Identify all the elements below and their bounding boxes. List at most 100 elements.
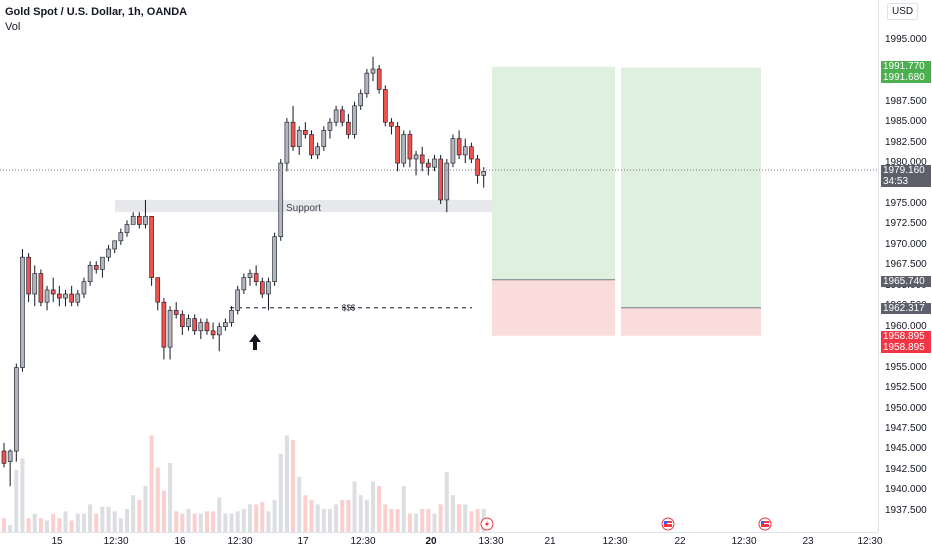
candle-body [75,293,81,303]
price-tick-label: 1967.500 [885,259,927,271]
candle [327,118,333,139]
price-tick-label: 1942.500 [885,463,927,475]
volume-bar [63,511,68,532]
candle [223,318,228,331]
time-axis[interactable]: 15 12:30 16 12:30 17 12:30 20 13:30 21 12:30 22 12:… [0,532,883,550]
symbol-title[interactable]: Gold Spot / U.S. Dollar, 1h, OANDA [5,6,188,18]
price-tick-label: 1960.000 [885,320,927,332]
candle [413,150,419,176]
candle [339,105,345,127]
candle-body [346,121,351,135]
volume-indicator-label[interactable]: Vol [5,21,21,33]
candle [432,154,437,172]
candle-body [426,162,431,168]
candle-body [155,277,161,303]
time-tick-label: 21 [544,536,556,547]
volume-bar [340,499,345,532]
volume-bar [327,509,332,532]
candle [438,154,443,204]
candle-body [419,154,425,164]
candle-body [26,256,31,295]
volume-bar [106,506,111,532]
price-tick-label: 1955.000 [885,361,927,373]
volume-bar [32,513,37,532]
volume-bar [420,509,425,532]
chart-area[interactable]: Support $$$ Gold Spot / U.S. Dollar, 1h, … [0,0,878,532]
volume-bar [112,511,117,532]
candle [290,105,296,151]
candle [186,314,191,331]
volume-bar [297,476,302,532]
volume-bar [81,513,86,532]
candle-body [161,301,167,348]
candle-body [63,293,68,299]
price-tick-label: 1950.000 [885,402,927,414]
candle-body [413,154,419,160]
volume-bar [266,511,271,532]
candle [333,105,339,127]
candle-body [444,162,450,201]
candle-body [69,293,74,303]
candle [315,142,320,160]
candle-body [456,138,462,156]
level-price-badge: 1962.317 [881,302,931,314]
candle [235,285,240,315]
candle-body [309,134,314,156]
price-axis[interactable]: USD 1995.0001990.0001987.5001985.0001982… [878,0,932,532]
chart-canvas[interactable]: Support $$$ [0,0,878,532]
price-tick-label: 1972.500 [885,218,927,230]
candle-body [130,215,136,225]
candle-body [327,121,333,131]
candle-body [358,93,364,107]
volume-bar [371,481,375,532]
volume-bar [2,518,6,532]
support-zone [115,199,492,213]
candle [229,306,234,327]
stop-price-badge-alt: 1958.895 [881,341,931,353]
candle-body [1,450,7,464]
time-tick-label: 16 [174,536,186,547]
candle-body [44,289,50,303]
time-tick-label: 23 [802,536,814,547]
candle [456,130,462,160]
price-tick-label: 1995.000 [885,34,927,46]
candle [1,442,7,468]
candle-body [204,322,210,332]
candle-body [266,281,271,295]
candle [395,122,400,172]
candle [303,122,308,139]
us-flag-canton [761,521,764,524]
loss-zone [492,279,615,336]
volume-bar [143,486,148,532]
candle [450,134,456,168]
candle-body [315,146,320,156]
time-tick-label: 15 [51,536,63,547]
candle [469,142,474,164]
candle-body [241,277,247,291]
candle-body [7,450,13,462]
candle-body [149,215,154,278]
chart-legend: Gold Spot / U.S. Dollar, 1h, OANDA Vol [5,5,187,35]
volume-bar [137,499,142,532]
candle-body [118,232,124,242]
candle-body [112,240,117,250]
candle [81,277,87,299]
us-flag-canton [664,521,667,524]
volume-bar [457,504,462,532]
candle-body [81,281,87,295]
candle-body [475,158,480,176]
candle [93,261,99,274]
candle-body [272,236,277,283]
volume-bar [223,513,228,532]
candle-body [223,322,228,327]
candle-body [167,310,173,348]
volume-bar [450,495,455,532]
us-flag-stripe-white [664,523,672,524]
candle [167,306,173,360]
candle [143,199,148,229]
currency-button[interactable]: USD [887,3,919,20]
candle-body [229,310,234,323]
candle [204,318,210,335]
time-tick-label: 12:30 [350,536,376,547]
candle-body [210,330,216,336]
